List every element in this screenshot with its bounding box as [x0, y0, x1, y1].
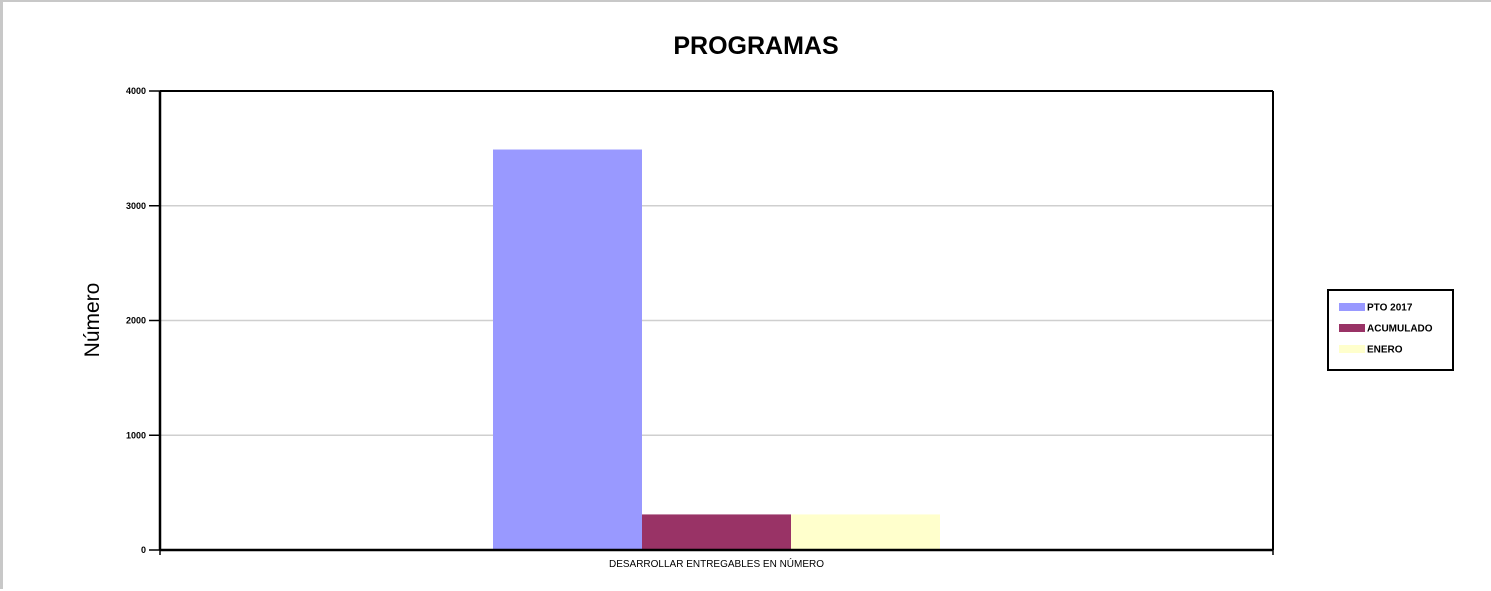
bar-enero	[791, 514, 940, 550]
y-tick-label: 2000	[126, 316, 146, 326]
bars	[493, 149, 940, 550]
y-axis-label: Número	[81, 283, 104, 358]
y-tick-label: 3000	[126, 201, 146, 211]
legend: PTO 2017 ACUMULADO ENERO	[1327, 289, 1454, 371]
legend-label: PTO 2017	[1367, 303, 1413, 314]
legend-label: ENERO	[1367, 345, 1403, 356]
bar-pto-2017	[493, 149, 642, 550]
x-category-label: DESARROLLAR ENTREGABLES EN NÚMERO	[609, 557, 824, 570]
y-tick-label: 4000	[126, 86, 146, 96]
chart-title: PROGRAMAS	[673, 32, 838, 60]
y-tick-label: 1000	[126, 430, 146, 440]
gridlines	[160, 205, 1273, 436]
bar-acumulado	[642, 514, 791, 550]
legend-swatch	[1339, 345, 1365, 353]
legend-swatch	[1339, 303, 1365, 311]
legend-swatch	[1339, 324, 1365, 332]
legend-label: ACUMULADO	[1367, 324, 1433, 335]
axes: 0 1000 2000 3000 4000 DESARROLLAR ENTREGABLES…	[126, 86, 1274, 570]
y-tick-label: 0	[141, 545, 146, 555]
bar-chart: PROGRAMAS Número 0 1000 2000 3000 4000 DESARR…	[81, 32, 1454, 570]
